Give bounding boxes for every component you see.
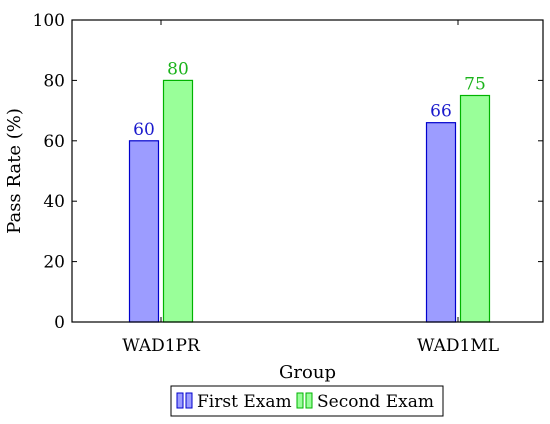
data-label: 75 xyxy=(464,75,486,95)
x-tick-label: WAD1PR xyxy=(122,336,201,356)
y-tick-label: 20 xyxy=(43,253,65,273)
data-label: 80 xyxy=(167,59,189,79)
legend-box xyxy=(170,385,444,417)
x-tick-label: WAD1ML xyxy=(417,336,499,356)
plot-area: 60 66 80 75 0 20 40 60 80 100 WAD1PR WAD1ML xyxy=(33,11,544,356)
bar-first-exam-wad1ml xyxy=(425,122,457,323)
y-tick-label: 100 xyxy=(33,11,65,31)
bar-second-exam-wad1pr xyxy=(162,79,194,323)
plot-frame xyxy=(71,19,544,323)
axis-labels: Group Pass Rate (%) xyxy=(4,108,336,383)
legend-label: First Exam xyxy=(197,392,292,412)
y-tick-label: 0 xyxy=(54,313,65,333)
legend-swatch xyxy=(305,392,313,409)
legend: First Exam Second Exam xyxy=(170,385,444,417)
bar-first-exam-wad1pr xyxy=(128,140,160,323)
y-tick-label: 60 xyxy=(43,132,65,152)
bar-second-exam-wad1ml xyxy=(459,94,491,323)
y-tick-label: 40 xyxy=(43,192,65,212)
legend-swatch xyxy=(296,392,304,409)
legend-swatch xyxy=(185,392,193,409)
data-label: 60 xyxy=(133,120,155,140)
legend-label: Second Exam xyxy=(317,392,434,412)
y-tick-label: 80 xyxy=(43,71,65,91)
x-axis-title: Group xyxy=(279,362,336,383)
data-label: 66 xyxy=(430,102,452,122)
y-axis-title: Pass Rate (%) xyxy=(4,108,25,234)
legend-swatch xyxy=(176,392,184,409)
